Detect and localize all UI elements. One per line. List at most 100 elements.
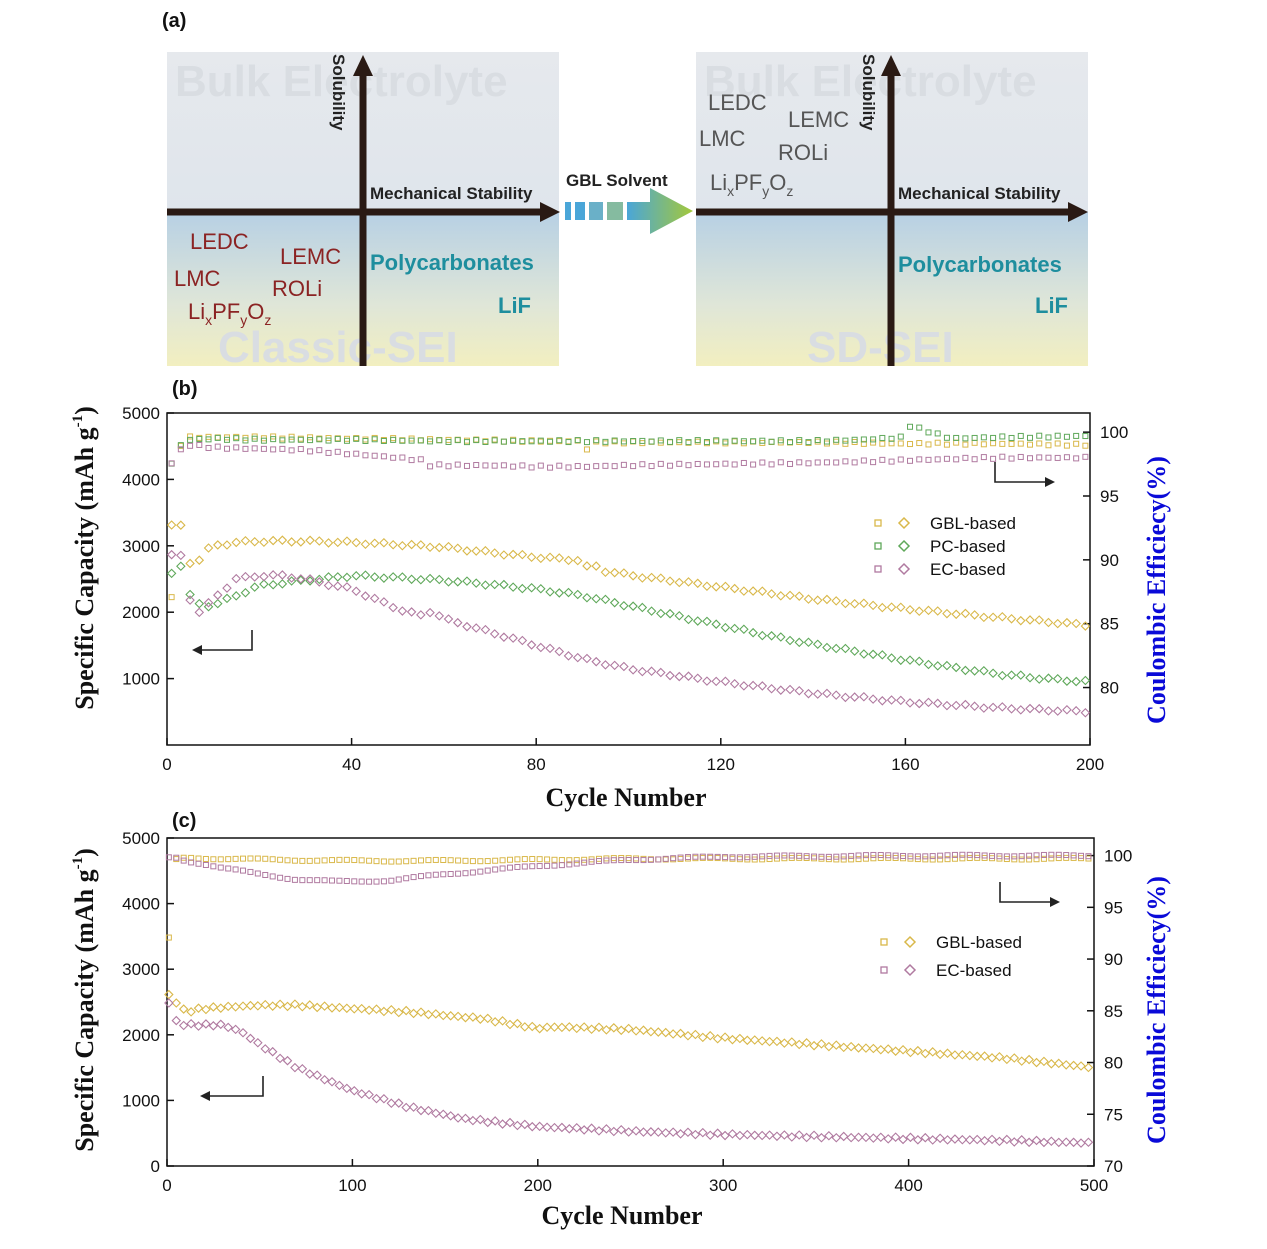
ce-point — [537, 437, 544, 444]
capacity-point — [757, 630, 768, 641]
ce-point — [455, 857, 462, 864]
capacity-point — [816, 1132, 827, 1143]
ce-point — [1017, 432, 1024, 439]
x-tick-label: 120 — [707, 755, 735, 774]
ce-point — [399, 454, 406, 461]
ce-point — [951, 851, 958, 858]
ce-point — [477, 868, 484, 875]
capacity-point — [482, 1117, 493, 1128]
ce-point — [432, 871, 439, 878]
capacity-point — [1043, 673, 1054, 683]
capacity-point — [327, 1003, 337, 1013]
ce-point — [547, 464, 554, 471]
x-tick-label: 200 — [524, 1176, 552, 1195]
x-tick-label: 80 — [527, 755, 546, 774]
capacity-point — [397, 572, 408, 582]
right-axis-indicator-arrowhead — [1050, 897, 1060, 907]
capacity-point — [1034, 674, 1045, 684]
legend: GBL-based PC-based EC-based — [874, 514, 1016, 579]
capacity-point — [631, 1126, 641, 1136]
capacity-point — [951, 609, 961, 620]
ce-point — [173, 856, 180, 863]
ce-point — [759, 856, 766, 863]
legend-square-marker — [880, 938, 888, 946]
capacity-point — [425, 542, 435, 553]
ce-point — [630, 438, 637, 445]
ce-point — [371, 452, 378, 459]
capacity-point — [557, 1122, 567, 1133]
ce-point — [1036, 432, 1043, 439]
ce-point — [262, 871, 269, 878]
capacity-point — [616, 1124, 627, 1135]
y2-tick-label: 90 — [1100, 551, 1119, 570]
capacity-point — [772, 1036, 782, 1047]
y-tick-label: 3000 — [122, 960, 160, 979]
ce-point — [781, 852, 788, 859]
capacity-point — [260, 1044, 271, 1054]
ce-point — [929, 853, 936, 860]
capacity-point — [327, 1076, 337, 1087]
capacity-point — [582, 592, 592, 603]
capacity-point — [935, 1133, 945, 1144]
capacity-point — [253, 1001, 263, 1011]
ce-point — [463, 437, 470, 444]
capacity-point — [619, 661, 629, 672]
ce-point — [462, 870, 469, 877]
capacity-point — [665, 576, 675, 586]
ce-point — [225, 865, 232, 872]
capacity-point — [609, 660, 620, 671]
ce-point — [944, 852, 951, 859]
capacity-point — [660, 1027, 671, 1038]
capacity-point — [739, 586, 749, 596]
chart-b-y2label: Coulombic Efficiecy(%) — [1142, 456, 1171, 724]
capacity-point — [452, 617, 463, 628]
legend-square-marker — [880, 966, 888, 974]
capacity-point — [591, 593, 601, 604]
capacity-point — [905, 655, 915, 665]
capacity-point — [727, 1129, 738, 1139]
ce-point — [462, 857, 469, 864]
capacity-point — [520, 1022, 530, 1032]
capacity-point — [1025, 672, 1035, 683]
capacity-point — [164, 989, 174, 1000]
capacity-point — [490, 1116, 500, 1126]
capacity-point — [416, 574, 426, 585]
ce-point — [177, 446, 184, 453]
ce-point — [195, 860, 202, 867]
ce-point — [805, 460, 812, 467]
capacity-point — [853, 1132, 864, 1143]
ce-point — [417, 437, 424, 444]
ce-point — [639, 461, 646, 468]
capacity-series-ec-based — [166, 549, 1091, 718]
capacity-point — [517, 635, 528, 646]
capacity-point — [334, 1002, 345, 1013]
ce-point — [916, 440, 923, 447]
capacity-point — [785, 590, 795, 601]
ce-point — [288, 436, 295, 443]
ce-point — [1026, 856, 1033, 863]
capacity-point — [757, 1036, 767, 1046]
y-tick-label: 3000 — [122, 537, 160, 556]
capacity-point — [876, 1044, 886, 1055]
ce-point — [314, 857, 321, 864]
capacity-point — [656, 608, 666, 619]
species-lemc: LEMC — [280, 244, 341, 269]
ce-point — [959, 851, 966, 858]
capacity-point — [371, 1093, 382, 1104]
capacity-point — [223, 1001, 233, 1012]
capacity-point — [637, 666, 648, 677]
capacity-point — [619, 568, 629, 578]
ce-point — [662, 855, 669, 862]
capacity-point — [600, 660, 611, 670]
ce-point — [537, 462, 544, 469]
ce-point — [870, 436, 877, 443]
capacity-point — [812, 689, 823, 699]
capacity-point — [683, 1127, 693, 1138]
ce-point — [165, 854, 172, 861]
capacity-point — [883, 1044, 893, 1054]
ce-point — [187, 433, 194, 440]
capacity-point — [579, 1125, 589, 1135]
capacity-point — [431, 1009, 441, 1019]
ce-point — [373, 858, 380, 865]
capacity-point — [527, 1121, 538, 1132]
